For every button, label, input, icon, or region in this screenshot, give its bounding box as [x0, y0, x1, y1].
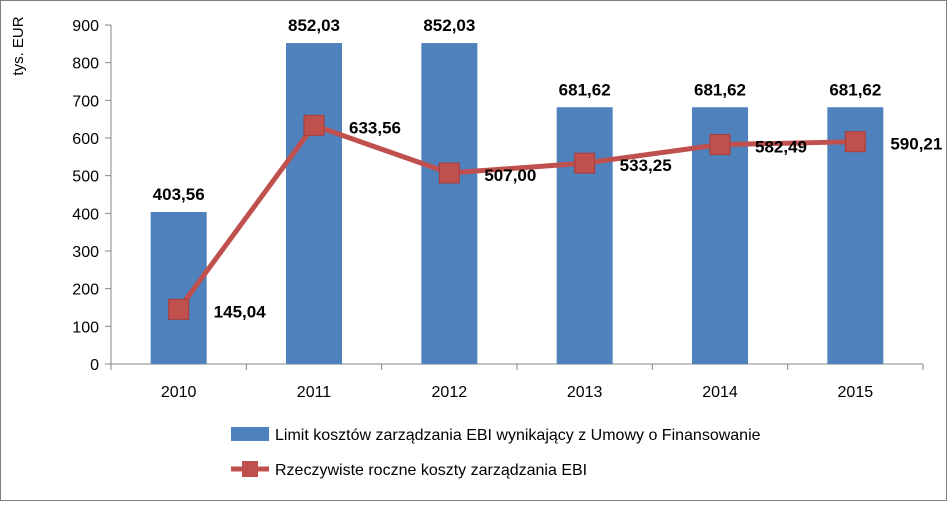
line-point-marker: [438, 162, 460, 184]
x-tick-label: 2015: [838, 384, 874, 401]
y-tick-label: 100: [72, 319, 99, 336]
line-data-labels: 145,04 633,56 507,00 533,25 582,49 590,21: [214, 118, 943, 321]
legend-bar-swatch: [231, 427, 269, 441]
y-tick-label: 700: [72, 93, 99, 110]
bar-data-label: 681,62: [694, 80, 746, 99]
bar-data-label: 852,03: [288, 16, 340, 35]
bar-data-label: 403,56: [153, 185, 205, 204]
legend-bar-label: Limit kosztów zarządzania EBI wynikający…: [275, 427, 761, 444]
bar-data-labels: 403,56 852,03 852,03 681,62 681,62 681,62: [153, 16, 882, 204]
series-line: [176, 122, 856, 311]
x-tick-label: 2014: [702, 384, 738, 401]
bar-data-label: 681,62: [559, 80, 611, 99]
line-data-label: 145,04: [214, 302, 267, 321]
bar: [421, 43, 478, 365]
y-tick-label: 0: [90, 357, 99, 374]
legend: Limit kosztów zarządzania EBI wynikający…: [231, 427, 761, 479]
x-tick-label: 2011: [297, 384, 332, 401]
line-data-label: 582,49: [755, 138, 807, 157]
line-series: [168, 114, 866, 320]
legend-line-label: Rzeczywiste roczne koszty zarządzania EB…: [275, 462, 587, 479]
y-tick-label: 200: [72, 282, 99, 299]
line-data-label: 507,00: [484, 166, 536, 185]
x-tick-label: 2010: [161, 384, 197, 401]
y-tick-label: 600: [72, 131, 99, 148]
y-tick-label: 800: [72, 56, 99, 73]
y-tick-label: 300: [72, 244, 99, 261]
bar: [150, 211, 207, 364]
line-data-label: 533,25: [620, 156, 672, 175]
bar: [286, 43, 342, 365]
line-point-marker: [303, 114, 325, 136]
axes: 0 100 200 300 400 500 600 700 800 900 2010 2011 2012…: [72, 18, 924, 401]
bar: [556, 107, 613, 364]
bar-data-label: 681,62: [829, 80, 881, 99]
line-point-marker: [709, 134, 731, 156]
y-tick-label: 400: [72, 206, 99, 223]
y-tick-label: 500: [72, 169, 99, 186]
line-data-label: 590,21: [890, 135, 942, 154]
y-tick-label: 900: [72, 18, 99, 35]
bar-data-label: 852,03: [423, 16, 475, 35]
x-tick-label: 2013: [567, 384, 603, 401]
line-point-marker: [574, 152, 596, 174]
x-tick-label: 2012: [432, 384, 468, 401]
line-data-label: 633,56: [349, 118, 401, 137]
line-point-marker: [168, 298, 190, 320]
line-point-marker: [844, 131, 866, 153]
y-axis-label: tys. EUR: [10, 16, 27, 75]
legend-line-marker: [242, 461, 258, 477]
